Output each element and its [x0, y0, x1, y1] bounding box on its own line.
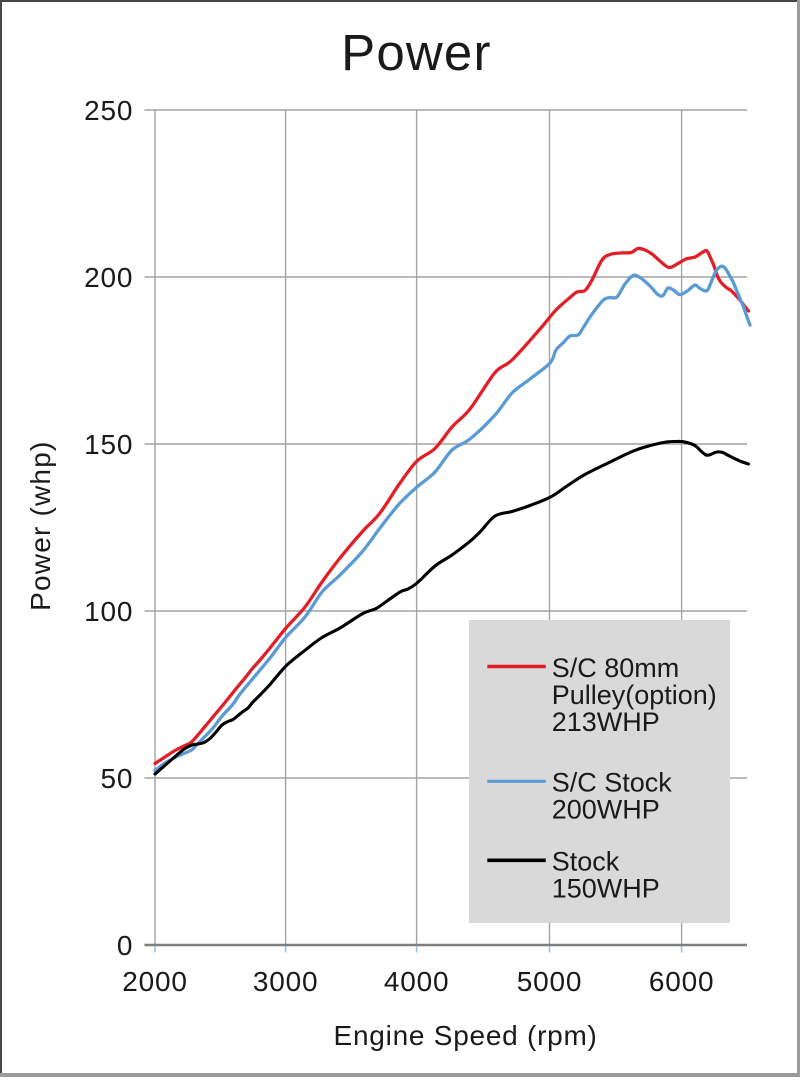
svg-text:Stock: Stock — [552, 847, 620, 877]
svg-text:0: 0 — [117, 930, 133, 961]
svg-text:Engine Speed (rpm): Engine Speed (rpm) — [334, 1020, 598, 1051]
svg-text:3000: 3000 — [253, 966, 319, 997]
svg-text:Power: Power — [341, 24, 492, 81]
svg-text:50: 50 — [101, 763, 134, 794]
svg-text:150: 150 — [84, 429, 133, 460]
svg-text:100: 100 — [84, 596, 133, 627]
svg-text:Power (whp): Power (whp) — [25, 441, 56, 611]
svg-text:Pulley(option): Pulley(option) — [552, 680, 717, 710]
svg-text:2000: 2000 — [122, 966, 188, 997]
svg-text:4000: 4000 — [384, 966, 450, 997]
svg-text:6000: 6000 — [649, 966, 715, 997]
svg-text:5000: 5000 — [517, 966, 583, 997]
svg-text:213WHP: 213WHP — [552, 707, 660, 737]
svg-text:200WHP: 200WHP — [552, 794, 660, 824]
svg-text:250: 250 — [84, 95, 133, 126]
svg-text:S/C Stock: S/C Stock — [552, 767, 673, 797]
svg-text:200: 200 — [84, 262, 133, 293]
svg-text:150WHP: 150WHP — [552, 874, 660, 904]
svg-text:S/C 80mm: S/C 80mm — [552, 653, 680, 683]
